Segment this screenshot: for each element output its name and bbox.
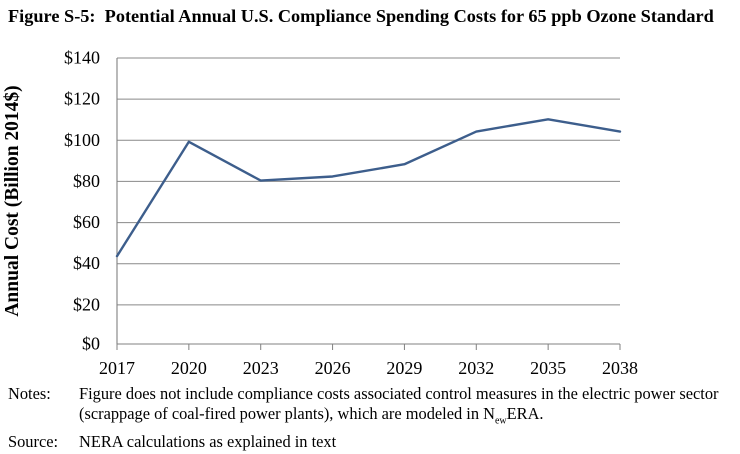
svg-text:2038: 2038: [602, 358, 638, 378]
svg-text:$40: $40: [73, 253, 100, 273]
svg-text:Annual Cost (Billion 2014$): Annual Cost (Billion 2014$): [2, 85, 23, 316]
svg-text:2020: 2020: [171, 358, 207, 378]
svg-text:2017: 2017: [99, 358, 135, 378]
svg-text:$80: $80: [73, 171, 100, 191]
svg-text:$60: $60: [73, 212, 100, 232]
svg-text:$0: $0: [82, 334, 100, 354]
svg-text:$20: $20: [73, 294, 100, 314]
svg-text:$100: $100: [64, 130, 100, 150]
svg-text:2035: 2035: [530, 358, 566, 378]
svg-text:$120: $120: [64, 89, 100, 109]
svg-text:2023: 2023: [243, 358, 279, 378]
svg-text:$140: $140: [64, 48, 100, 68]
svg-text:2026: 2026: [315, 358, 351, 378]
svg-text:2032: 2032: [458, 358, 494, 378]
svg-text:2029: 2029: [386, 358, 422, 378]
